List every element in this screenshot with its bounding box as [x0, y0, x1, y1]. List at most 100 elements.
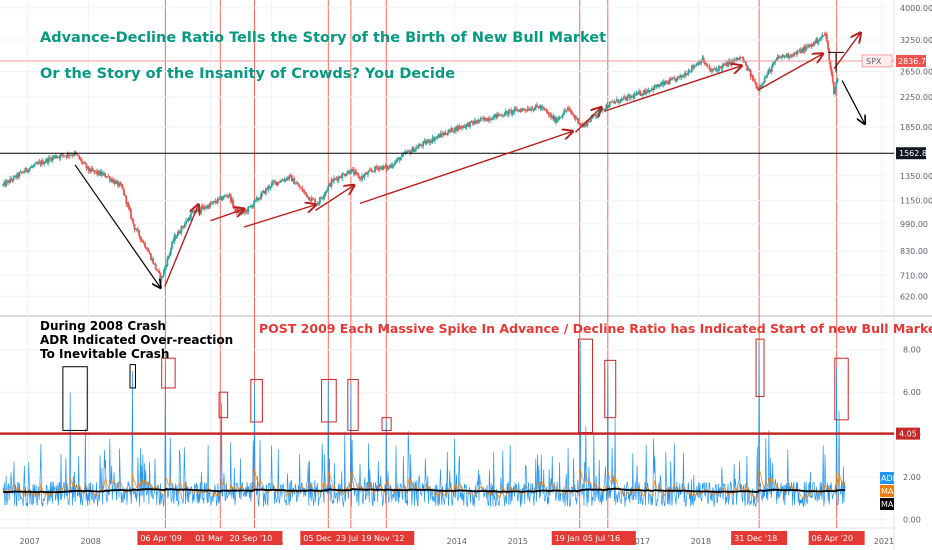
candle-body — [769, 69, 772, 72]
candle-body — [700, 60, 703, 64]
candle-body — [154, 263, 157, 269]
candle-body — [741, 57, 744, 59]
candle-body — [336, 178, 339, 181]
candle-body — [81, 162, 84, 164]
candle-body — [549, 114, 551, 115]
candle-body — [820, 37, 822, 40]
time-axis[interactable]: 20072008201020112014201520172018202106 A… — [19, 531, 894, 546]
candle-body — [615, 99, 618, 102]
candle-body — [272, 181, 274, 183]
candle-body — [762, 81, 765, 85]
candle-body — [631, 95, 633, 97]
candle-body — [556, 119, 558, 123]
candle-body — [369, 170, 372, 171]
candle-body — [173, 235, 176, 242]
candle-body — [179, 232, 182, 234]
candle-body — [166, 258, 169, 266]
candle-body — [329, 183, 332, 187]
candle-body — [576, 118, 578, 119]
candle-body — [3, 181, 6, 185]
candle-body — [27, 168, 30, 172]
candle-body — [229, 194, 232, 202]
candle-body — [80, 159, 83, 163]
candle-body — [561, 114, 564, 117]
candle-body — [797, 50, 800, 52]
candle-body — [208, 203, 211, 209]
candle-body — [487, 118, 490, 121]
candle-body — [683, 73, 686, 76]
candle-body — [98, 170, 101, 176]
candle-body — [633, 94, 636, 99]
candle-body — [779, 57, 781, 58]
candle-body — [300, 187, 303, 189]
candle-body — [110, 179, 112, 181]
candle-body — [720, 67, 723, 69]
candle-body — [585, 122, 588, 126]
price-pane[interactable] — [0, 31, 894, 284]
candle-body — [226, 196, 229, 197]
candle-body — [431, 137, 434, 143]
ma-slow-line[interactable] — [3, 487, 846, 494]
candle-body — [349, 172, 352, 174]
price-tick-label: 4000.00 — [900, 4, 932, 13]
candle-body — [445, 134, 448, 136]
candle-body — [611, 101, 614, 103]
candle-body — [364, 173, 367, 175]
adr-pane[interactable] — [0, 341, 894, 508]
candle-body — [678, 76, 680, 78]
candle-body — [570, 109, 572, 113]
red-highlight-box — [347, 378, 359, 431]
candle-body — [96, 171, 98, 174]
candle-body — [476, 122, 479, 124]
candle-body — [91, 168, 94, 171]
candle-body — [405, 151, 408, 154]
candle-body — [296, 183, 299, 185]
candle-body — [510, 110, 513, 114]
candle-body — [409, 150, 412, 154]
candle-body — [111, 179, 114, 183]
candle-body — [497, 113, 500, 116]
candle-body — [30, 166, 33, 169]
candle-body — [419, 144, 422, 146]
candle-body — [627, 95, 630, 97]
candle-body — [320, 197, 322, 199]
price-axis[interactable]: 4000.00 3250.00 2650.00 2250.00 1850.00 1562.… — [861, 4, 932, 301]
date-tag-bg — [137, 531, 194, 545]
candle-body — [721, 65, 724, 69]
candle-body — [514, 108, 517, 110]
candle-body — [302, 191, 305, 193]
candle-body — [138, 230, 141, 236]
candle-body — [667, 82, 670, 85]
candle-body — [330, 179, 333, 187]
candle-body — [184, 223, 186, 227]
candle-body — [33, 163, 36, 166]
candle-body — [319, 197, 321, 203]
candle-body — [603, 108, 605, 110]
candle-body — [473, 120, 476, 125]
candle-body — [411, 147, 414, 152]
candle-body — [511, 110, 514, 114]
candle-body — [523, 108, 526, 110]
candle-body — [178, 231, 180, 234]
candle-body — [517, 109, 520, 112]
red-highlight-box — [250, 378, 263, 423]
candle-body — [119, 183, 122, 185]
candle-body — [790, 54, 793, 56]
candle-body — [94, 171, 97, 172]
candle-body — [294, 183, 297, 185]
date-tag-bg — [358, 531, 415, 545]
candle-body — [806, 46, 808, 48]
last-price-bg — [896, 54, 926, 67]
candle-body — [309, 200, 312, 202]
candle-body — [327, 186, 330, 191]
candle-body — [760, 85, 763, 87]
candle-body — [796, 50, 799, 55]
candle-body — [422, 141, 425, 147]
candle-body — [280, 180, 283, 183]
candle-body — [9, 178, 11, 183]
candle-body — [426, 139, 429, 142]
candle-body — [626, 96, 629, 101]
candle-body — [622, 96, 625, 99]
candle-body — [169, 248, 172, 254]
